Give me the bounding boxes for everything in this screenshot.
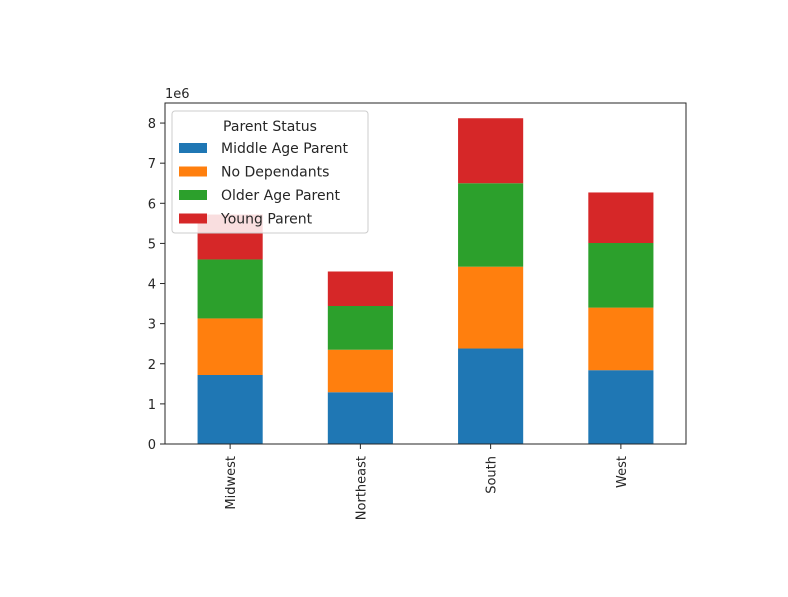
y-tick-label-0: 0 — [148, 438, 156, 453]
bar-northeast-no-dependants — [327, 349, 393, 393]
bar-west-middle-age-parent — [588, 370, 654, 444]
y-tick-label-4: 4 — [148, 278, 156, 293]
y-tick-label-3: 3 — [148, 318, 156, 333]
legend: Parent Status Middle Age Parent No Depend… — [171, 110, 369, 234]
legend-label-1: No Dependants — [221, 165, 329, 181]
x-tick-label-midwest: Midwest — [224, 456, 239, 510]
bar-south-no-dependants — [458, 266, 524, 349]
y-tick-label-1: 1 — [148, 398, 156, 413]
legend-title: Parent Status — [223, 119, 317, 135]
bar-south-middle-age-parent — [458, 348, 524, 444]
bar-northeast-older-age-parent — [327, 305, 393, 350]
y-tick-label-5: 5 — [148, 237, 156, 252]
y-tick-label-6: 6 — [148, 197, 156, 212]
y-offset-text: 1e6 — [165, 87, 190, 102]
bar-midwest-older-age-parent — [197, 259, 263, 319]
y-tick-label-2: 2 — [148, 358, 156, 373]
x-tick-label-northeast: Northeast — [354, 456, 369, 520]
legend-swatch-2 — [179, 190, 207, 200]
bar-west-no-dependants — [588, 307, 654, 371]
bar-northeast-young-parent — [327, 271, 393, 306]
y-axis: 0 1 2 3 4 5 6 7 8 — [148, 117, 165, 453]
bar-west-older-age-parent — [588, 243, 654, 308]
bar-south-older-age-parent — [458, 183, 524, 267]
bar-midwest-middle-age-parent — [197, 374, 263, 444]
legend-label-2: Older Age Parent — [221, 188, 340, 204]
plot-frame — [164, 102, 687, 445]
y-tick-label-8: 8 — [148, 117, 156, 132]
y-tick-label-7: 7 — [148, 157, 156, 172]
legend-label-3: Young Parent — [220, 212, 313, 228]
x-axis: Midwest Northeast South West — [224, 444, 630, 520]
legend-label-0: Middle Age Parent — [221, 141, 349, 157]
legend-box — [171, 110, 369, 234]
bar-midwest-no-dependants — [197, 318, 263, 375]
legend-swatch-0 — [179, 143, 207, 153]
bar-northeast-middle-age-parent — [327, 392, 393, 444]
bar-west-young-parent — [588, 192, 654, 244]
legend-items: Middle Age Parent No Dependants Older Age … — [179, 141, 349, 228]
x-tick-label-west: West — [615, 456, 630, 488]
legend-swatch-1 — [179, 166, 207, 177]
legend-swatch-3 — [179, 213, 207, 224]
bar-south-young-parent — [458, 118, 524, 184]
x-tick-label-south: South — [485, 456, 500, 494]
